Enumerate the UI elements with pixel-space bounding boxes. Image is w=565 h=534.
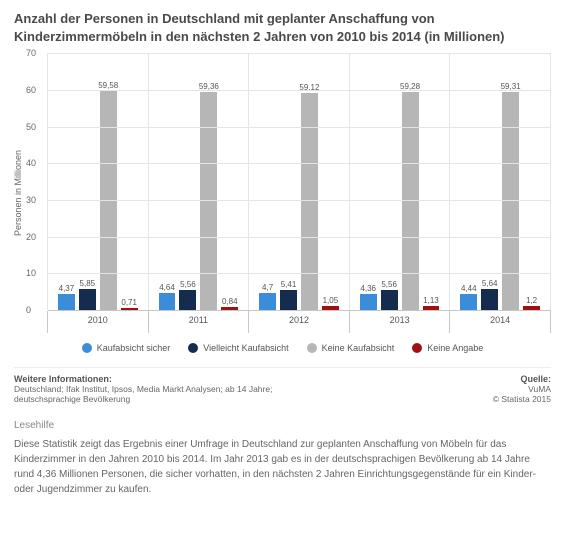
bar-value-label: 4,37 <box>59 284 75 293</box>
bar-group: 4,375,8559,580,71 <box>47 53 149 310</box>
bar-value-label: 0,84 <box>222 297 238 306</box>
x-tick: 2012 <box>248 311 350 333</box>
x-axis: 20102011201220132014 <box>48 311 551 333</box>
bar: 59,28 <box>402 92 419 310</box>
meta-left-line1: Deutschland; Ifak Institut, Ipsos, Media… <box>14 384 272 394</box>
chart: Personen in Millionen 4,375,8559,580,714… <box>48 53 551 333</box>
meta-left-title: Weitere Informationen: <box>14 374 112 384</box>
bar-value-label: 4,36 <box>360 284 376 293</box>
bar-groups: 4,375,8559,580,714,645,5659,360,844,75,4… <box>48 53 551 310</box>
bar-value-label: 4,64 <box>159 283 175 292</box>
gridline <box>48 237 551 238</box>
bar: 4,36 <box>360 294 377 310</box>
legend-swatch <box>82 343 92 353</box>
bar: 5,85 <box>79 289 96 310</box>
legend-item: Keine Angabe <box>412 343 483 353</box>
lesehilfe-heading: Lesehilfe <box>14 420 551 431</box>
legend-label: Kaufabsicht sicher <box>97 343 171 353</box>
x-tick: 2010 <box>47 311 149 333</box>
legend: Kaufabsicht sicher Vielleicht Kaufabsicht… <box>14 343 551 353</box>
bar: 1,05 <box>322 306 339 310</box>
bar-value-label: 5,56 <box>381 280 397 289</box>
bar-group: 4,365,5659,281,13 <box>349 53 451 310</box>
legend-label: Keine Angabe <box>427 343 483 353</box>
lesehilfe-text: Diese Statistik zeigt das Ergebnis einer… <box>14 437 551 497</box>
plot-area: 4,375,8559,580,714,645,5659,360,844,75,4… <box>48 53 551 311</box>
gridline <box>48 90 551 91</box>
bar-value-label: 5,56 <box>180 280 196 289</box>
bar: 59,36 <box>200 92 217 310</box>
bar-value-label: 1,05 <box>323 296 339 305</box>
legend-item: Kaufabsicht sicher <box>82 343 171 353</box>
bar: 4,7 <box>259 293 276 310</box>
gridline <box>48 127 551 128</box>
gridline <box>48 200 551 201</box>
y-tick: 40 <box>26 158 36 168</box>
bar: 5,41 <box>280 290 297 310</box>
bar: 5,56 <box>381 290 398 310</box>
legend-label: Keine Kaufabsicht <box>322 343 395 353</box>
gridline <box>48 273 551 274</box>
bar-value-label: 4,7 <box>262 283 273 292</box>
bar-group: 4,75,4159,121,05 <box>248 53 350 310</box>
gridline <box>48 53 551 54</box>
bar-value-label: 4,44 <box>461 284 477 293</box>
meta-right: Quelle: VuMA © Statista 2015 <box>493 374 551 404</box>
bar: 1,2 <box>523 306 540 310</box>
meta-right-title: Quelle: <box>520 374 551 384</box>
bar-value-label: 5,64 <box>482 279 498 288</box>
bar-group: 4,445,6459,311,2 <box>449 53 551 310</box>
bar-group: 4,645,5659,360,84 <box>148 53 250 310</box>
y-tick: 50 <box>26 122 36 132</box>
legend-item: Keine Kaufabsicht <box>307 343 395 353</box>
bar: 59,31 <box>502 92 519 310</box>
meta-left-line2: deutschsprachige Bevölkerung <box>14 394 130 404</box>
y-tick: 0 <box>26 305 31 315</box>
y-tick: 20 <box>26 232 36 242</box>
bar-value-label: 5,41 <box>281 280 297 289</box>
bar: 5,64 <box>481 289 498 310</box>
bar: 4,64 <box>159 293 176 310</box>
meta-left: Weitere Informationen: Deutschland; Ifak… <box>14 374 272 404</box>
bar-value-label: 5,85 <box>80 279 96 288</box>
x-tick: 2013 <box>349 311 451 333</box>
bar-value-label: 1,13 <box>423 296 439 305</box>
legend-swatch <box>188 343 198 353</box>
bar: 4,37 <box>58 294 75 310</box>
y-tick: 10 <box>26 268 36 278</box>
bar: 5,56 <box>179 290 196 310</box>
meta-right-line2: © Statista 2015 <box>493 394 551 404</box>
bar-value-label: 0,71 <box>121 298 137 307</box>
bar: 0,71 <box>121 308 138 311</box>
y-tick: 60 <box>26 85 36 95</box>
bar: 4,44 <box>460 294 477 310</box>
meta-info: Weitere Informationen: Deutschland; Ifak… <box>14 367 551 404</box>
chart-title: Anzahl der Personen in Deutschland mit g… <box>14 10 551 45</box>
bar-value-label: 1,2 <box>526 296 537 305</box>
bar: 1,13 <box>423 306 440 310</box>
meta-right-line1: VuMA <box>528 384 551 394</box>
y-tick: 70 <box>26 48 36 58</box>
bar: 0,84 <box>221 307 238 310</box>
legend-swatch <box>412 343 422 353</box>
x-tick: 2011 <box>148 311 250 333</box>
y-tick: 30 <box>26 195 36 205</box>
gridline <box>48 163 551 164</box>
legend-item: Vielleicht Kaufabsicht <box>188 343 288 353</box>
y-axis-label: Personen in Millionen <box>13 150 23 236</box>
legend-swatch <box>307 343 317 353</box>
x-tick: 2014 <box>449 311 551 333</box>
legend-label: Vielleicht Kaufabsicht <box>203 343 288 353</box>
